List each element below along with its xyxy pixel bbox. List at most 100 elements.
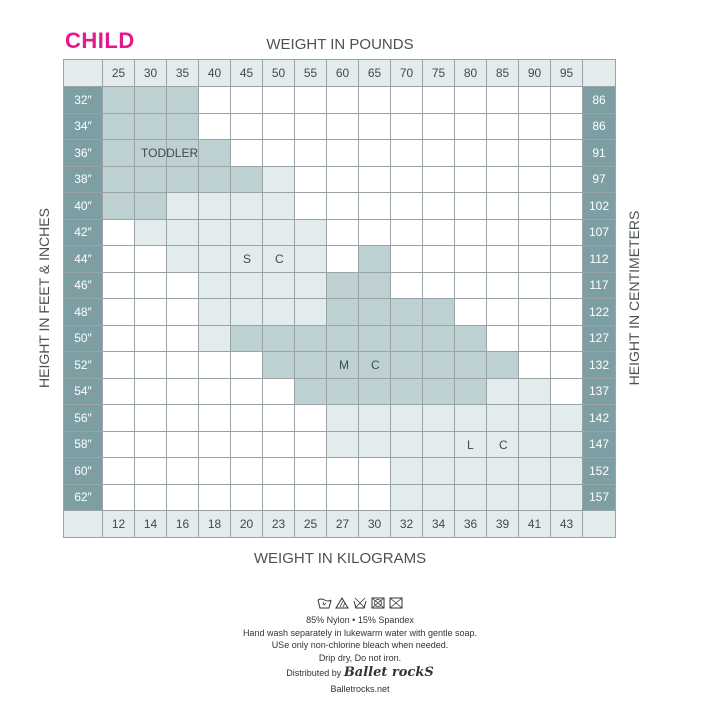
size-cell bbox=[551, 140, 583, 167]
size-cell bbox=[359, 458, 391, 485]
size-cell bbox=[359, 246, 391, 273]
size-cell bbox=[487, 193, 519, 220]
size-cell bbox=[359, 431, 391, 458]
size-cell bbox=[231, 87, 263, 114]
size-cell bbox=[167, 246, 199, 273]
size-cell bbox=[295, 458, 327, 485]
size-cell bbox=[103, 352, 135, 379]
size-cell bbox=[487, 325, 519, 352]
size-cell bbox=[551, 325, 583, 352]
size-cell bbox=[231, 246, 263, 273]
size-cell bbox=[487, 246, 519, 273]
size-cell bbox=[359, 272, 391, 299]
size-cell bbox=[423, 405, 455, 432]
size-cell bbox=[295, 272, 327, 299]
do-not-dry-clean-icon bbox=[388, 596, 404, 610]
size-cell bbox=[327, 219, 359, 246]
website-link[interactable]: Balletrocks.net bbox=[330, 683, 390, 694]
size-cell bbox=[487, 219, 519, 246]
size-cell bbox=[359, 299, 391, 326]
height-inches-tick: 34″ bbox=[64, 113, 103, 140]
weight-kg-tick: 14 bbox=[135, 511, 167, 538]
size-cell bbox=[423, 299, 455, 326]
weight-pounds-tick: 45 bbox=[231, 60, 263, 87]
size-cell bbox=[487, 378, 519, 405]
size-cell bbox=[167, 87, 199, 114]
height-inches-tick: 44″ bbox=[64, 246, 103, 273]
size-cell bbox=[391, 378, 423, 405]
size-cell bbox=[135, 352, 167, 379]
size-cell bbox=[167, 166, 199, 193]
size-cell bbox=[423, 113, 455, 140]
size-cell bbox=[423, 140, 455, 167]
height-inches-tick: 36″ bbox=[64, 140, 103, 167]
size-cell bbox=[263, 166, 295, 193]
size-cell bbox=[135, 219, 167, 246]
size-cell bbox=[519, 113, 551, 140]
height-cm-tick: 122 bbox=[583, 299, 616, 326]
weight-pounds-tick: 70 bbox=[391, 60, 423, 87]
size-cell bbox=[263, 272, 295, 299]
weight-kg-tick: 18 bbox=[199, 511, 231, 538]
grid-corner-cell bbox=[64, 60, 103, 87]
size-cell bbox=[199, 405, 231, 432]
size-cell bbox=[519, 87, 551, 114]
size-cell bbox=[519, 299, 551, 326]
size-cell bbox=[167, 325, 199, 352]
weight-kg-tick: 12 bbox=[103, 511, 135, 538]
weight-pounds-tick: 50 bbox=[263, 60, 295, 87]
size-cell bbox=[423, 378, 455, 405]
height-inches-tick: 50″ bbox=[64, 325, 103, 352]
size-cell bbox=[359, 166, 391, 193]
distributor-line: Distributed by Ballet rockS bbox=[0, 666, 720, 680]
size-cell bbox=[487, 352, 519, 379]
size-cell bbox=[231, 352, 263, 379]
height-cm-tick: 152 bbox=[583, 458, 616, 485]
size-cell bbox=[295, 246, 327, 273]
size-cell bbox=[231, 299, 263, 326]
weight-pounds-tick: 80 bbox=[455, 60, 487, 87]
size-cell bbox=[199, 193, 231, 220]
size-cell bbox=[391, 431, 423, 458]
size-cell bbox=[455, 299, 487, 326]
height-cm-tick: 91 bbox=[583, 140, 616, 167]
size-cell bbox=[231, 166, 263, 193]
size-cell bbox=[519, 246, 551, 273]
height-cm-tick: 86 bbox=[583, 113, 616, 140]
size-cell bbox=[231, 431, 263, 458]
size-cell bbox=[423, 431, 455, 458]
size-cell bbox=[519, 431, 551, 458]
weight-pounds-tick: 85 bbox=[487, 60, 519, 87]
size-cell bbox=[103, 113, 135, 140]
size-cell bbox=[487, 113, 519, 140]
size-cell bbox=[103, 378, 135, 405]
size-cell bbox=[359, 87, 391, 114]
size-cell bbox=[551, 246, 583, 273]
size-cell bbox=[167, 193, 199, 220]
height-inches-tick: 42″ bbox=[64, 219, 103, 246]
size-cell bbox=[359, 219, 391, 246]
size-cell bbox=[519, 458, 551, 485]
size-cell bbox=[519, 352, 551, 379]
size-cell bbox=[455, 166, 487, 193]
size-cell bbox=[103, 87, 135, 114]
grid-corner-cell bbox=[583, 511, 616, 538]
y-axis-label-right: HEIGHT IN CENTIMETERS bbox=[626, 210, 642, 386]
size-cell bbox=[231, 272, 263, 299]
size-cell bbox=[231, 140, 263, 167]
size-cell bbox=[103, 484, 135, 511]
size-cell bbox=[423, 87, 455, 114]
size-cell bbox=[295, 352, 327, 379]
size-cell bbox=[455, 431, 487, 458]
size-cell bbox=[391, 193, 423, 220]
size-cell bbox=[167, 458, 199, 485]
size-cell bbox=[295, 325, 327, 352]
size-cell bbox=[295, 113, 327, 140]
size-cell bbox=[487, 166, 519, 193]
hand-wash-icon bbox=[316, 596, 332, 610]
care-footer: 85% Nylon • 15% Spandex Hand wash separa… bbox=[0, 596, 720, 695]
size-cell bbox=[391, 405, 423, 432]
size-cell bbox=[103, 325, 135, 352]
size-cell bbox=[327, 166, 359, 193]
height-cm-tick: 132 bbox=[583, 352, 616, 379]
